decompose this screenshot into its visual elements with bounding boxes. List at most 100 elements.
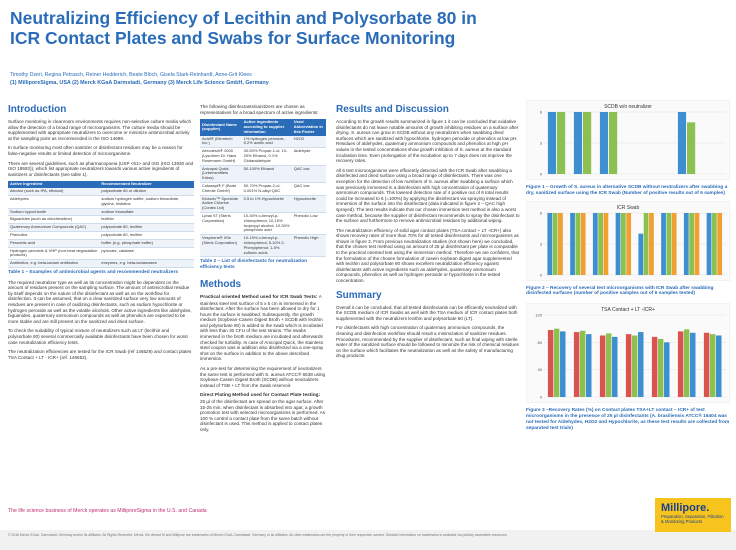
cell: QAC low xyxy=(291,182,326,196)
header-row: Disinfectant Name (supplier) Active ingre… xyxy=(200,119,326,136)
paragraph: All 6 test microorganisms were efficient… xyxy=(336,167,520,224)
row: Klorsolv™ Sporicide Active Chlorine (Con… xyxy=(200,195,326,213)
text: A stainless steel test surface of 5 x 5 … xyxy=(200,293,324,362)
lead: Practical oriented Method used for ICR S… xyxy=(200,294,319,300)
bar xyxy=(579,330,586,398)
bar xyxy=(560,331,566,398)
header-cell: Recommended Neutralizer xyxy=(99,181,194,189)
footer: © 2018 Merck KGaA, Darmstadt, Germany an… xyxy=(0,530,736,550)
bar xyxy=(570,212,575,275)
paragraphs: Practical oriented Method used for ICR S… xyxy=(200,294,326,433)
row: Sodium hypochlorite sodium thiosulfate xyxy=(8,208,194,217)
row: Vesphene® IISe (Steris Corporation) 10-15… xyxy=(200,234,326,258)
cell: H2O2 xyxy=(291,135,326,149)
cell: 30-50% Propan-1-ol, 10-20% Ethanol, 0.1%… xyxy=(241,147,292,166)
bar xyxy=(558,212,563,275)
bar xyxy=(609,112,618,174)
table: Disinfectant Name (supplier) Active ingre… xyxy=(200,119,326,258)
affiliations: (1) MilliporeSigma, USA (2) Merck KGaA D… xyxy=(10,80,269,86)
row: Hydrogen peroxide & VHP (non-heat degrad… xyxy=(8,247,194,261)
bar xyxy=(626,212,632,275)
bar xyxy=(671,212,677,275)
chart-title: ICR Swab xyxy=(617,205,640,211)
bar xyxy=(716,335,722,398)
bar xyxy=(625,334,632,398)
row: Quaternary Ammonium Compounds (QAC) polys… xyxy=(8,223,194,232)
paragraphs: Overall it can be concluded, that all te… xyxy=(336,305,520,359)
y-tick-label: 40 xyxy=(538,367,543,372)
y-tick-label: 80 xyxy=(538,340,543,345)
bar xyxy=(573,112,583,174)
logo: Millipore. Preparation, Separation, Filt… xyxy=(655,498,731,532)
row: Lphal ST (Steris Corporation) 10-30% o-be… xyxy=(200,212,326,236)
cell: Vesphene® IISe (Steris Corporation) xyxy=(200,234,242,258)
figure-chart: TSA Contact + LT -ICR+ 0 40 80 120 xyxy=(525,302,731,404)
bar xyxy=(706,212,712,275)
logo-tagline: Preparation, Separation, Filtration & Mo… xyxy=(661,514,724,524)
y-tick-label: 6 xyxy=(540,110,543,115)
bar xyxy=(547,212,553,275)
paragraphs: The required neutralizer type as well as… xyxy=(8,280,194,361)
paragraphs: According to the growth results summariz… xyxy=(336,119,520,284)
row: Aldehydes sodium hydrogen sulfite, sodium… xyxy=(8,195,194,209)
paragraph: Overall it can be concluded, that all te… xyxy=(336,304,518,321)
cell: 0.5 to 1% Hypochlorite xyxy=(241,195,292,213)
y-tick-label: 3 xyxy=(540,241,543,246)
chart-title: SCDB w/o neutralizer xyxy=(604,104,652,110)
logo-name: Millipore. xyxy=(661,502,710,514)
bar xyxy=(677,112,687,174)
bar xyxy=(620,212,626,275)
lead: Direct Plating Method used for Contact P… xyxy=(200,393,321,399)
row: Anicopal Quick (Lebensmittels Krüss) 50-1… xyxy=(200,165,326,183)
row: Aerodesin® 2000 (Lysoform Dr. Hans Rosem… xyxy=(200,147,326,166)
bar xyxy=(711,212,717,275)
paragraph: As a pre-test for determining the requir… xyxy=(200,366,326,388)
bar xyxy=(605,333,612,398)
paragraph: The required neutralizer type as well as… xyxy=(8,279,192,324)
cell: Sodium hypochlorite xyxy=(8,208,100,217)
bar xyxy=(553,328,560,398)
cell: Peracetic acid xyxy=(8,239,100,248)
bar xyxy=(638,332,644,398)
paragraphs: Surface monitoring in cleanroom environm… xyxy=(8,119,194,177)
bar xyxy=(709,334,716,398)
text: 25 µl of the disinfectant are spread on … xyxy=(200,399,326,432)
cell: buffer (e.g. phosphate buffer) xyxy=(99,239,194,248)
y-tick-label: 120 xyxy=(535,313,542,318)
cell: Anicopal Quick (Lebensmittels Krüss) xyxy=(200,165,242,183)
chart-title: TSA Contact + LT -ICR+ xyxy=(601,307,655,313)
bar xyxy=(575,212,581,275)
cell: 1% hydrogen peroxide, 5.2% acetic acid xyxy=(241,135,292,149)
paragraph: The neutralization efficiency of solid a… xyxy=(336,227,519,284)
bar xyxy=(677,331,684,398)
cell: Aldehydes xyxy=(8,195,100,209)
paragraph: The following disinfectants/sanitizers a… xyxy=(200,104,319,115)
figure-caption: Figure 2 – Recovery of several test micr… xyxy=(526,285,714,297)
row: Antibiotics, e.g. beta-lactam antibiotic… xyxy=(8,259,194,268)
column-2: The following disinfectants/sanitizers a… xyxy=(200,104,326,437)
figure-caption: Figure 3 –Recovery Rates (%) on Contact … xyxy=(526,408,730,431)
cell: QAC low xyxy=(291,165,326,183)
paragraph: The neutralization efficiencies are test… xyxy=(8,349,192,360)
heading: Methods xyxy=(200,278,242,290)
cell: Cutasept® F (Bode Chemie GmbH) xyxy=(200,182,242,196)
cell: Lphal ST (Steris Corporation) xyxy=(200,212,242,236)
caption: Table 2 – List of disinfectants for neut… xyxy=(200,259,308,271)
bar xyxy=(603,212,609,275)
cell: sodium hydrogen sulfite, sodium thiosulf… xyxy=(99,195,194,209)
bar xyxy=(717,212,723,275)
paragraph: To check the suitability of typical mixt… xyxy=(8,328,188,345)
bar xyxy=(651,337,658,398)
header-cell: Active Ingredient xyxy=(8,181,100,189)
cell: sodium thiosulfate xyxy=(99,208,194,217)
figure-chart: SCDB w/o neutralizer 0 3 6 xyxy=(525,99,731,181)
y-tick-label: 0 xyxy=(540,395,543,400)
bar xyxy=(690,332,696,398)
row: Alcohol (such as IPA, ethanol) polysorbat… xyxy=(8,188,194,196)
y-tick-label: 0 xyxy=(540,172,543,177)
bar xyxy=(689,212,694,275)
paragraph: Practical oriented Method used for ICR S… xyxy=(200,294,326,362)
header-cell: Active ingredients according to supplier… xyxy=(241,119,292,136)
row: Biguanides (such as chlorhexidine) lecith… xyxy=(8,215,194,225)
cell: Biguanides (such as chlorhexidine) xyxy=(8,215,100,225)
